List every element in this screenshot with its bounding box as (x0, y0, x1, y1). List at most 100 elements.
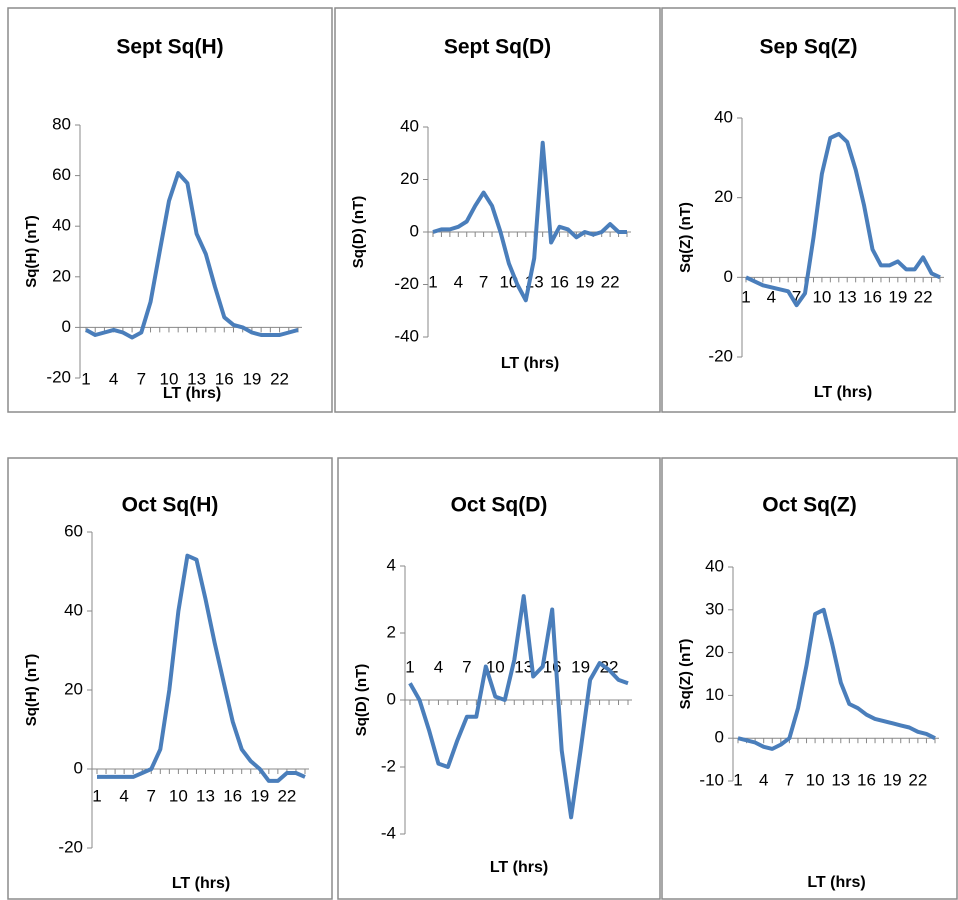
x-tick-label: 7 (137, 369, 146, 388)
x-tick-label: 16 (863, 287, 882, 306)
x-tick-label: 16 (223, 786, 242, 805)
data-line (432, 140, 627, 303)
x-tick-label: 16 (857, 770, 876, 789)
x-tick-label: 1 (81, 369, 90, 388)
y-tick-label: -20 (58, 837, 83, 856)
x-tick-label: 10 (159, 369, 178, 388)
x-tick-label: 10 (806, 770, 825, 789)
x-tick-label: 22 (277, 786, 296, 805)
x-tick-label: 13 (831, 770, 850, 789)
y-tick-label: -4 (381, 823, 396, 842)
chart-panel: Oct Sq(H) Sq(H) (nT) LT (hrs) -20 0 20 40 60 1 4 7… (7, 457, 333, 900)
y-tick-label: 20 (400, 169, 419, 188)
chart-panel: Sept Sq(D) Sq(D) (nT) LT (hrs) -40 -20 0 20 40 1… (334, 7, 661, 413)
y-axis-label: Sq(Z) (nT) (677, 639, 694, 710)
x-tick-label: 7 (462, 657, 471, 676)
x-axis-label: LT (hrs) (163, 385, 221, 402)
data-line (85, 171, 299, 340)
x-tick-label: 7 (792, 287, 801, 306)
y-tick-label: 80 (52, 114, 71, 133)
x-tick-label: 22 (270, 369, 289, 388)
data-line (408, 594, 629, 820)
x-tick-label: 19 (883, 770, 902, 789)
x-tick-label: 16 (550, 272, 569, 291)
chart-title: Oct Sq(D) (451, 494, 548, 517)
chart-title: Oct Sq(Z) (762, 494, 857, 517)
x-axis-label: LT (hrs) (501, 355, 559, 372)
data-line (745, 131, 941, 308)
x-tick-label: 10 (486, 657, 505, 676)
x-tick-label: 22 (601, 272, 620, 291)
chart-panel: Sep Sq(Z) Sq(Z) (nT) LT (hrs) -20 0 20 40 1 4 7 10… (661, 7, 956, 413)
x-tick-label: 10 (812, 287, 831, 306)
y-axis-label: Sq(H) (nT) (23, 215, 40, 287)
panel-border (661, 7, 956, 413)
y-tick-label: -20 (46, 367, 71, 386)
x-tick-label: 19 (250, 786, 269, 805)
data-line (97, 553, 306, 783)
y-tick-label: 60 (64, 521, 83, 540)
x-tick-label: 4 (454, 272, 463, 291)
chart-title: Sep Sq(Z) (760, 36, 858, 59)
y-tick-label: -40 (394, 326, 419, 345)
y-tick-label: 10 (705, 685, 724, 704)
x-tick-label: 4 (767, 287, 776, 306)
x-tick-label: 22 (908, 770, 927, 789)
x-tick-label: 1 (733, 770, 742, 789)
y-tick-label: 20 (714, 187, 733, 206)
x-tick-label: 19 (888, 287, 907, 306)
y-tick-label: -20 (394, 274, 419, 293)
x-tick-label: 1 (405, 657, 414, 676)
y-tick-label: 40 (400, 116, 419, 135)
x-tick-label: 19 (242, 369, 261, 388)
data-line (737, 607, 936, 751)
y-tick-label: 20 (64, 679, 83, 698)
x-tick-label: 13 (514, 657, 533, 676)
chart-panel: Oct Sq(Z) Sq(Z) (nT) LT (hrs) -10 0 10 20 30 40 1… (661, 457, 958, 900)
y-tick-label: 20 (705, 642, 724, 661)
x-axis-label: LT (hrs) (172, 875, 230, 892)
x-tick-label: 19 (575, 272, 594, 291)
y-axis-label: Sq(Z) (nT) (677, 202, 694, 273)
y-tick-label: 40 (714, 107, 733, 126)
x-tick-label: 4 (434, 657, 443, 676)
chart-title: Sept Sq(H) (116, 36, 223, 59)
y-tick-label: 0 (74, 758, 83, 777)
panel-border (337, 457, 661, 900)
y-axis-label: Sq(D) (nT) (350, 196, 367, 268)
y-tick-label: 60 (52, 165, 71, 184)
chart-panel: Sept Sq(H) Sq(H) (nT) LT (hrs) -20 0 20 40 60 80… (7, 7, 333, 413)
x-axis-label: LT (hrs) (807, 874, 865, 891)
x-tick-label: 1 (741, 287, 750, 306)
y-tick-label: 30 (705, 599, 724, 618)
x-tick-label: 22 (914, 287, 933, 306)
chart-title: Sept Sq(D) (444, 36, 551, 59)
x-tick-label: 13 (838, 287, 857, 306)
y-tick-label: 0 (724, 267, 733, 286)
y-tick-label: 0 (410, 221, 419, 240)
chart-title: Oct Sq(H) (122, 494, 219, 517)
x-tick-label: 7 (785, 770, 794, 789)
panel-border (334, 7, 661, 413)
x-tick-label: 13 (196, 786, 215, 805)
y-tick-label: 0 (62, 317, 71, 336)
y-axis-label: Sq(D) (nT) (353, 664, 370, 736)
x-tick-label: 13 (187, 369, 206, 388)
y-tick-label: -2 (381, 756, 396, 775)
x-axis-label: LT (hrs) (814, 384, 872, 401)
y-axis-label: Sq(H) (nT) (23, 654, 40, 726)
y-tick-label: 0 (387, 689, 396, 708)
x-tick-label: 1 (428, 272, 437, 291)
y-tick-label: -20 (708, 346, 733, 365)
x-axis-label: LT (hrs) (490, 859, 548, 876)
panel-border (7, 457, 333, 900)
y-tick-label: -10 (699, 770, 724, 789)
x-tick-label: 4 (119, 786, 128, 805)
x-tick-label: 4 (759, 770, 768, 789)
x-tick-label: 1 (92, 786, 101, 805)
x-tick-label: 4 (109, 369, 118, 388)
y-tick-label: 4 (387, 555, 396, 574)
x-tick-label: 22 (600, 657, 619, 676)
y-tick-label: 40 (64, 600, 83, 619)
